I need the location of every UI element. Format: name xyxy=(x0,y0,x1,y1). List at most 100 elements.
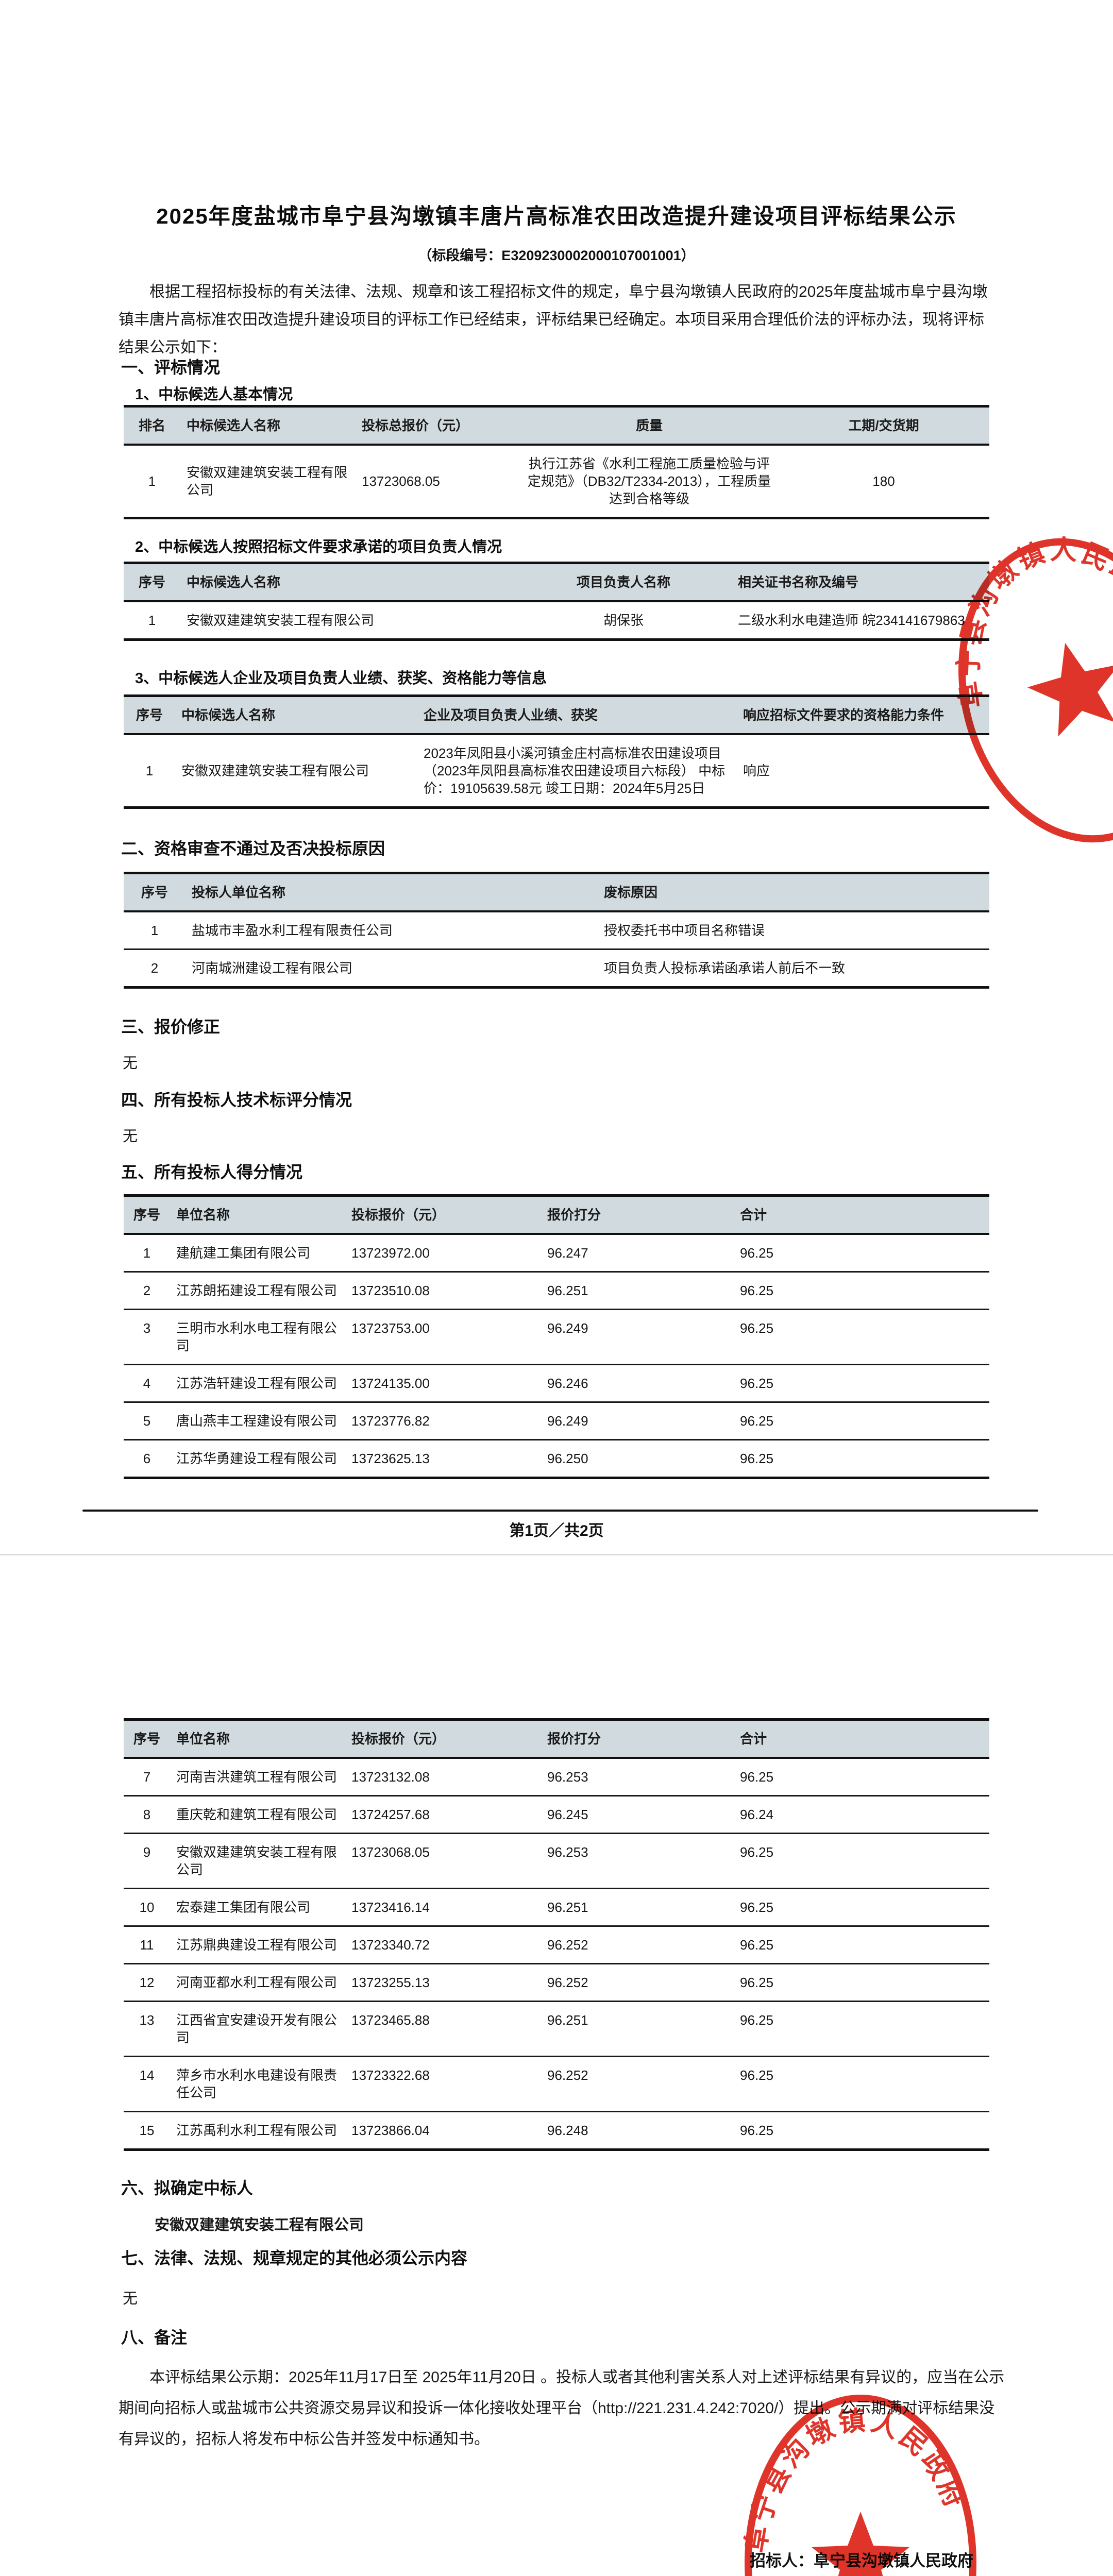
bidder-name-cell: 盐城市丰盈水利工程有限责任公司 xyxy=(192,923,393,938)
company-cell: 建航建工集团有限公司 xyxy=(176,1245,311,1261)
column-header: 合计 xyxy=(740,1207,767,1223)
price-cell: 13723340.72 xyxy=(351,1937,430,1953)
company-cell: 河南吉洪建筑工程有限公司 xyxy=(176,1769,338,1785)
company-cell: 安徽双建建筑安装工程有限公司 xyxy=(176,1844,338,1877)
official-seal-stamp: 阜宁县沟墩镇人民政府 xyxy=(737,2383,984,2576)
column-header: 合计 xyxy=(740,1731,767,1747)
serial-cell: 1 xyxy=(148,613,156,628)
rejection-table: 序号 投标人单位名称 废标原因 1 盐城市丰盈水利工程有限责任公司 授权委托书中… xyxy=(124,872,989,989)
total-cell: 96.25 xyxy=(740,1245,774,1261)
serial-cell: 9 xyxy=(143,1844,151,1860)
section-3-body: 无 xyxy=(123,1055,138,1072)
table-row: 10 宏泰建工集团有限公司 13723416.14 96.251 96.25 xyxy=(124,1889,989,1927)
score-cell: 96.249 xyxy=(547,1320,588,1336)
column-header: 质量 xyxy=(635,418,663,433)
bidder-name-cell: 河南城洲建设工程有限公司 xyxy=(192,960,353,976)
section-5-heading: 五、所有投标人得分情况 xyxy=(121,1163,303,1181)
column-header: 中标候选人名称 xyxy=(187,574,281,590)
total-cell: 96.25 xyxy=(740,2067,774,2083)
serial-cell: 13 xyxy=(139,2012,155,2028)
rank-cell: 1 xyxy=(148,473,156,489)
column-header: 序号 xyxy=(138,574,165,590)
performance-table: 序号 中标候选人名称 企业及项目负责人业绩、获奖 响应招标文件要求的资格能力条件… xyxy=(124,694,989,809)
column-header: 投标报价（元） xyxy=(351,1207,446,1223)
section-1-2-heading: 2、中标候选人按照招标文件要求承诺的项目负责人情况 xyxy=(135,539,502,555)
serial-cell: 6 xyxy=(143,1451,151,1466)
total-cell: 96.25 xyxy=(740,2123,774,2138)
price-cell: 13723255.13 xyxy=(351,1975,430,1990)
company-cell: 重庆乾和建筑工程有限公司 xyxy=(176,1807,338,1822)
serial-cell: 1 xyxy=(143,1245,151,1261)
table-row: 1 安徽双建建筑安装工程有限公司 13723068.05 执行江苏省《水利工程施… xyxy=(124,446,989,517)
serial-cell: 3 xyxy=(143,1320,151,1336)
price-cell: 13723416.14 xyxy=(351,1900,430,1915)
table-row: 1 建航建工集团有限公司 13723972.00 96.247 96.25 xyxy=(124,1235,989,1273)
total-cell: 96.25 xyxy=(740,1451,774,1466)
price-cell: 13723753.00 xyxy=(351,1320,430,1336)
candidate-name-cell: 安徽双建建筑安装工程有限公司 xyxy=(187,613,375,628)
table-header-row: 序号 中标候选人名称 项目负责人名称 相关证书名称及编号 xyxy=(124,564,989,602)
column-header: 投标总报价（元） xyxy=(362,418,469,433)
table-row: 3 三明市水利水电工程有限公司 13723753.00 96.249 96.25 xyxy=(124,1310,989,1365)
score-cell: 96.247 xyxy=(547,1245,588,1261)
company-cell: 三明市水利水电工程有限公司 xyxy=(176,1320,338,1353)
total-cell: 96.25 xyxy=(740,1413,774,1429)
score-cell: 96.246 xyxy=(547,1376,588,1391)
column-header: 报价打分 xyxy=(547,1207,601,1223)
score-cell: 96.251 xyxy=(547,1283,588,1298)
section-4-heading: 四、所有投标人技术标评分情况 xyxy=(121,1091,352,1109)
serial-cell: 14 xyxy=(139,2067,155,2083)
score-table-page1: 序号 单位名称 投标报价（元） 报价打分 合计 1 建航建工集团有限公司 137… xyxy=(124,1194,989,1479)
total-cell: 96.25 xyxy=(740,1975,774,1990)
total-cell: 96.25 xyxy=(740,2012,774,2028)
serial-cell: 15 xyxy=(139,2123,155,2138)
winner-name: 安徽双建建筑安装工程有限公司 xyxy=(155,2217,364,2233)
project-manager-table: 序号 中标候选人名称 项目负责人名称 相关证书名称及编号 1 安徽双建建筑安装工… xyxy=(124,562,989,641)
manager-name-cell: 胡保张 xyxy=(603,613,644,628)
column-header: 排名 xyxy=(138,418,165,433)
column-header: 单位名称 xyxy=(176,1207,230,1223)
company-cell: 唐山燕丰工程建设有限公司 xyxy=(176,1413,338,1429)
page1-footer: 第1页／共2页 xyxy=(509,1522,604,1539)
score-table-page2: 序号 单位名称 投标报价（元） 报价打分 合计 7 河南吉洪建筑工程有限公司 1… xyxy=(124,1718,989,2151)
table-row: 14 萍乡市水利水电建设有限责任公司 13723322.68 96.252 96… xyxy=(124,2057,989,2112)
price-cell: 13723625.13 xyxy=(351,1451,430,1466)
serial-cell: 10 xyxy=(139,1900,155,1915)
column-header: 序号 xyxy=(141,885,168,900)
table-row: 13 江西省宜安建设开发有限公司 13723465.88 96.251 96.2… xyxy=(124,2002,989,2057)
section-7-heading: 七、法律、法规、规章规定的其他必须公示内容 xyxy=(121,2249,468,2267)
score-cell: 96.253 xyxy=(547,1844,588,1860)
serial-cell: 4 xyxy=(143,1376,151,1391)
total-cell: 96.25 xyxy=(740,1320,774,1336)
serial-cell: 7 xyxy=(143,1769,151,1785)
column-header: 工期/交货期 xyxy=(848,418,919,433)
total-cell: 96.25 xyxy=(740,1937,774,1953)
section-2-heading: 二、资格审查不通过及否决投标原因 xyxy=(121,839,385,858)
table-row: 4 江苏浩轩建设工程有限公司 13724135.00 96.246 96.25 xyxy=(124,1365,989,1403)
price-cell: 13723465.88 xyxy=(351,2012,430,2028)
price-cell: 13723510.08 xyxy=(351,1283,430,1298)
column-header: 投标报价（元） xyxy=(351,1731,446,1747)
intro-paragraph: 根据工程招标投标的有关法律、法规、规章和该工程招标文件的规定，阜宁县沟墩镇人民政… xyxy=(119,283,988,356)
serial-cell: 1 xyxy=(150,923,159,938)
score-cell: 96.252 xyxy=(547,1975,588,1990)
score-cell: 96.248 xyxy=(547,2123,588,2138)
company-cell: 江苏华勇建设工程有限公司 xyxy=(176,1451,338,1466)
total-cell: 96.25 xyxy=(740,1376,774,1391)
price-cell: 13724257.68 xyxy=(351,1807,430,1822)
page-title: 2025年度盐城市阜宁县沟墩镇丰唐片高标准农田改造提升建设项目评标结果公示 xyxy=(156,204,957,228)
quality-cell: 执行江苏省《水利工程施工质量检验与评定规范》（DB32/T2334-2013），… xyxy=(527,456,771,506)
tender-section-number: （标段编号：E3209230002000107001001） xyxy=(418,248,695,263)
page1-footer-rule xyxy=(82,1510,1038,1512)
section-8-heading: 八、备注 xyxy=(121,2328,188,2347)
page-separator xyxy=(0,1554,1113,1555)
price-cell: 13723132.08 xyxy=(351,1769,430,1785)
candidate-name-cell: 安徽双建建筑安装工程有限公司 xyxy=(187,465,348,498)
column-header: 序号 xyxy=(133,1207,160,1223)
column-header: 中标候选人名称 xyxy=(187,418,281,433)
table-header-row: 排名 中标候选人名称 投标总报价（元） 质量 工期/交货期 xyxy=(124,408,989,446)
table-row: 15 江苏禹利水利工程有限公司 13723866.04 96.248 96.25 xyxy=(124,2112,989,2148)
score-cell: 96.250 xyxy=(547,1451,588,1466)
seal-star-icon xyxy=(1027,642,1113,737)
